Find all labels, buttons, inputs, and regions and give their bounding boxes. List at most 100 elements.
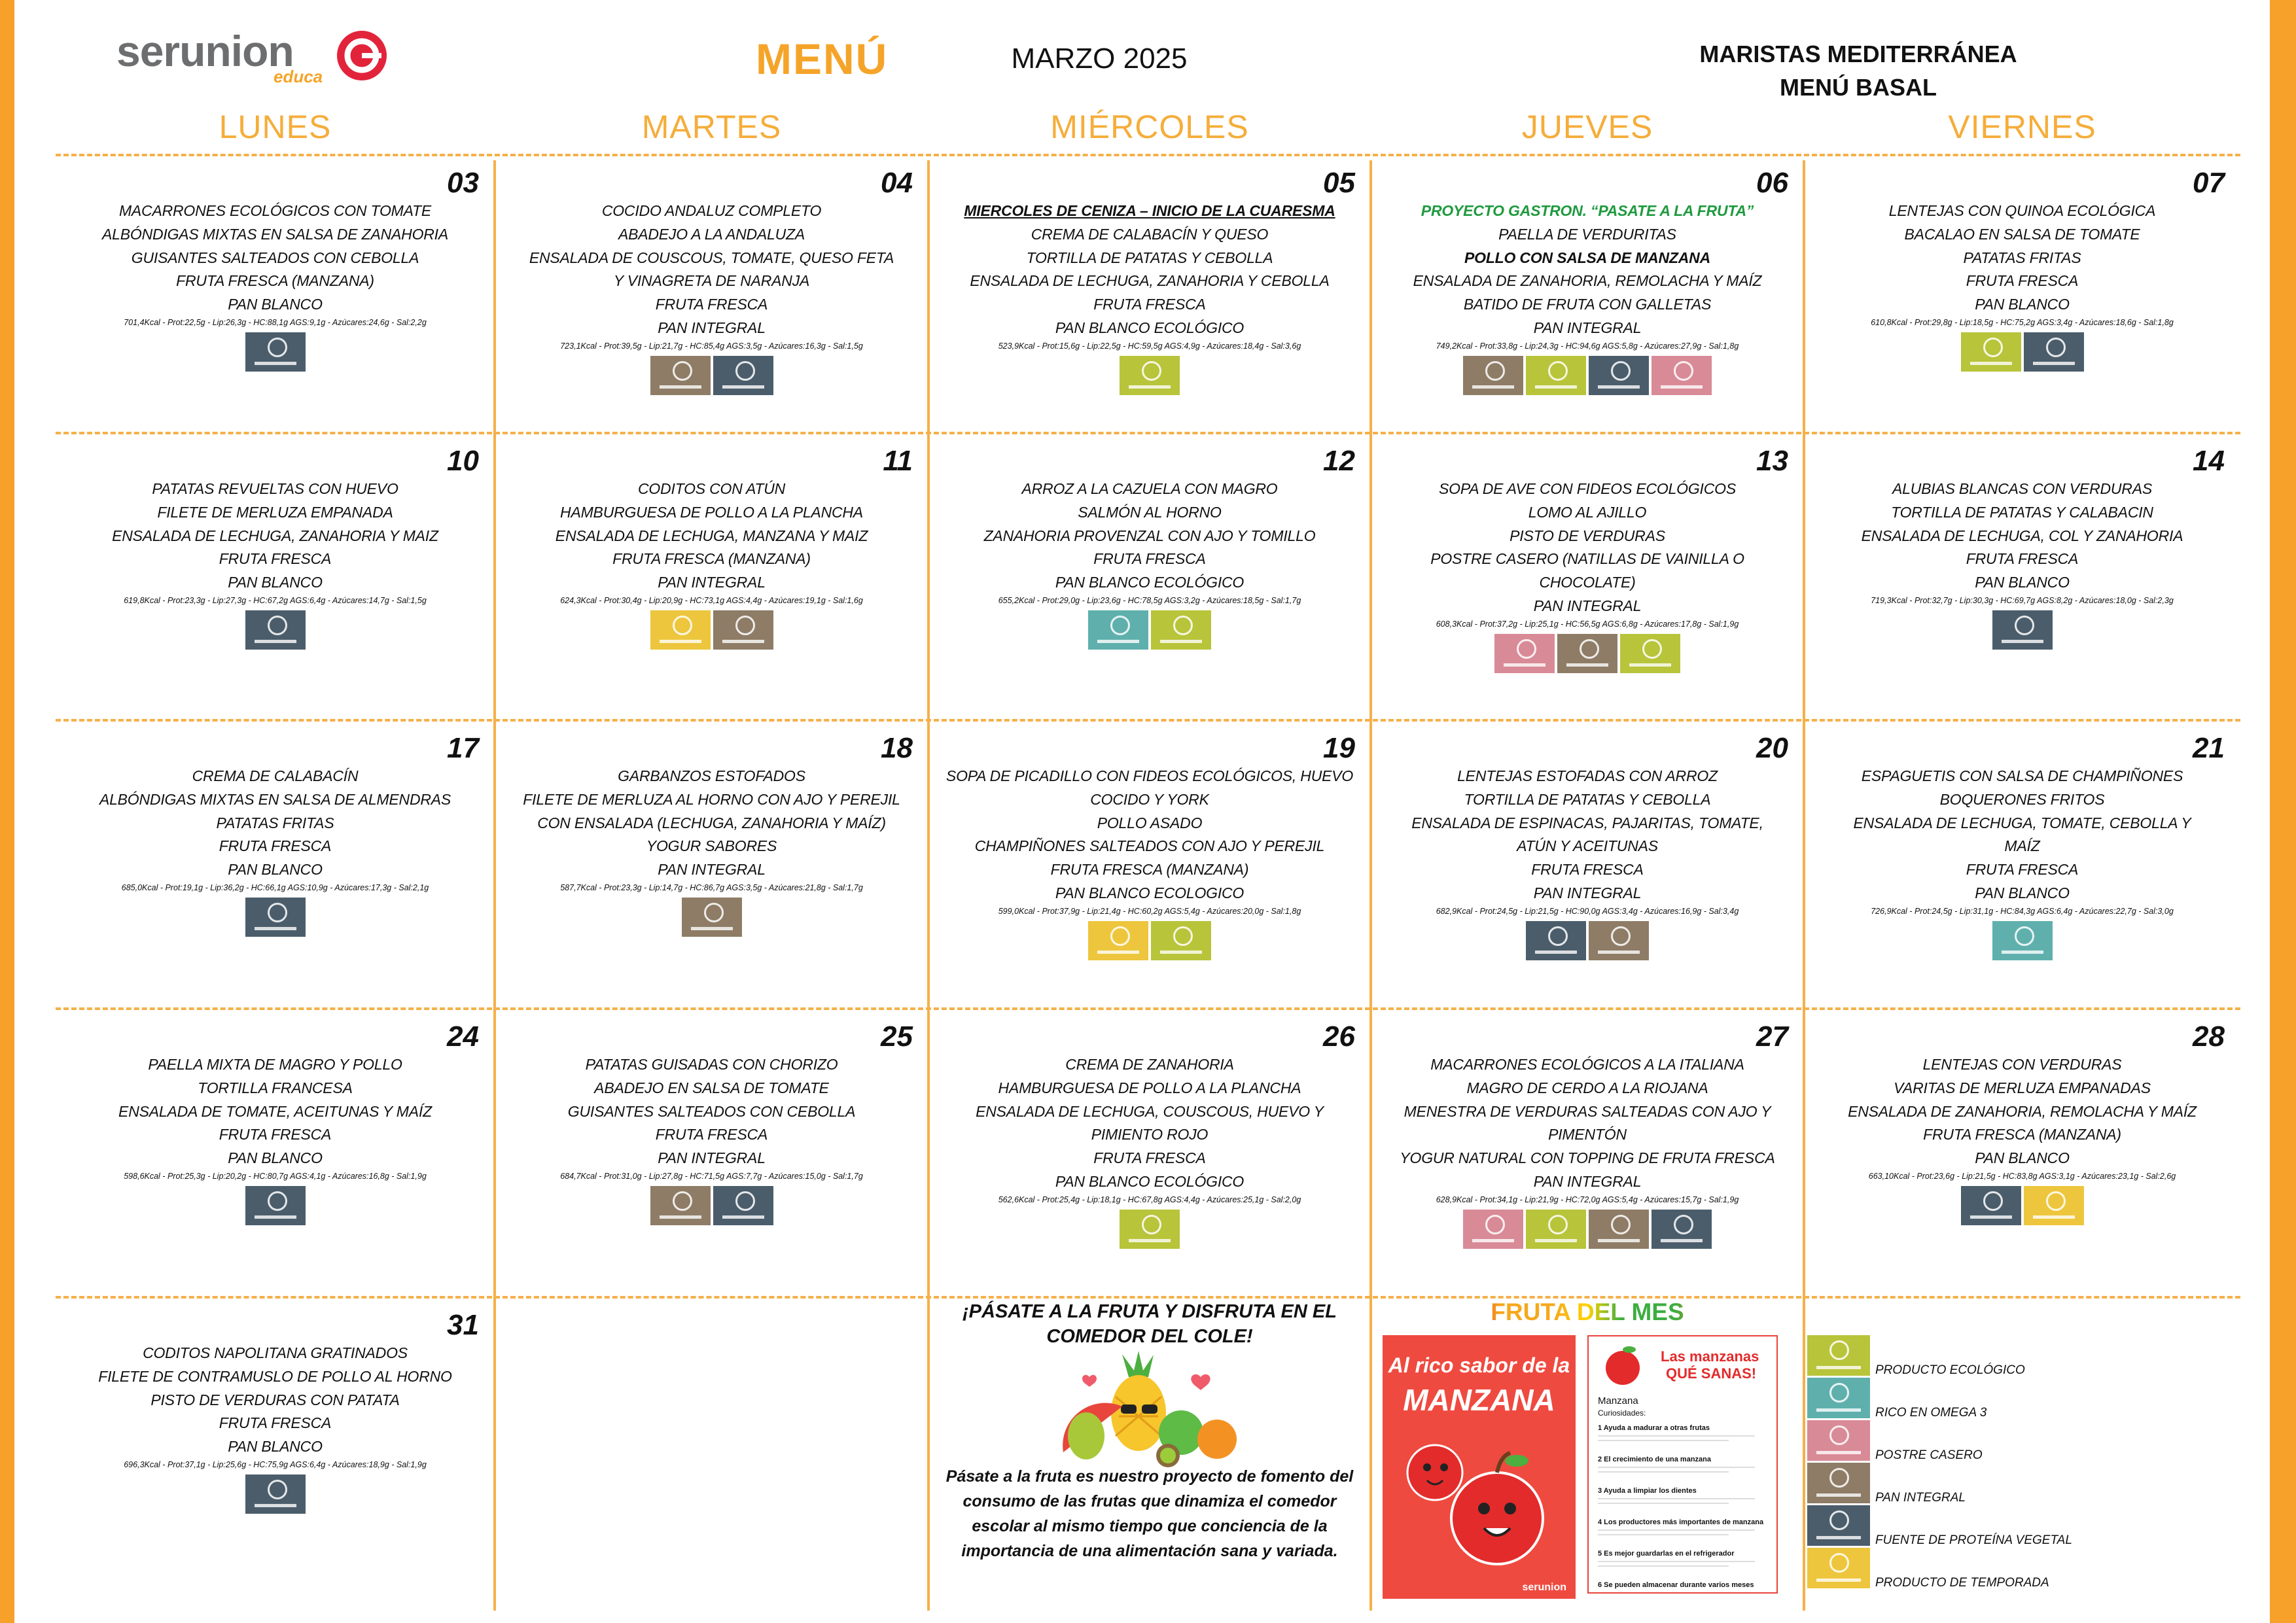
dish: FRUTA FRESCA [1966,550,2079,568]
fruit-sheet: Las manzanas QUÉ SANAS! Manzana Curiosid… [1587,1335,1778,1594]
day-cell: 21 ESPAGUETIS CON SALSA DE CHAMPIÑONES BOQ… [1804,719,2240,1007]
dish: FRUTA FRESCA (MANZANA) [612,550,811,568]
sheet-item: 3 Ayuda a limpiar los dientes [1598,1487,1697,1495]
diet-icon [1557,633,1617,673]
dish: PAN BLANCO ECOLÓGICO [1055,574,1245,591]
diet-icon [1960,332,2021,372]
day-number: 14 [2193,445,2225,477]
day-number: 03 [447,167,479,199]
day-number: 05 [1323,167,1355,199]
sheet-title: Las manzanas [1661,1348,1759,1365]
dish: ESPAGUETIS CON SALSA DE CHAMPIÑONES [1861,767,2183,784]
row-separator [56,1007,2240,1010]
sheet-filler [1598,1498,1755,1499]
sheet-filler [1598,1440,1729,1441]
fruit-month-title: FRUTA DEL MES [1371,1299,1804,1326]
row-separator [56,432,2240,434]
diet-icon [245,1185,306,1225]
dish: FILETE DE MERLUZA AL HORNO CON AJO Y PER… [523,790,900,808]
day-cell: 25 PATATAS GUISADAS CON CHORIZO ABADEJO EN… [495,1007,928,1296]
dish: FRUTA FRESCA (MANZANA) [1923,1126,2121,1143]
dish-list: SOPA DE PICADILLO CON FIDEOS ECOLÓGICOS,… [928,765,1371,960]
brand-sub: educa [274,67,323,86]
dish: BOQUERONES FRITOS [1939,790,2105,808]
dish: CHAMPIÑONES SALTEADOS CON AJO Y PEREJIL [974,837,1325,855]
dish: TORTILLA DE PATATAS Y CEBOLLA [1026,249,1273,266]
dish: ABADEJO A LA ANDALUZA [618,225,805,243]
dish: FRUTA FRESCA [219,550,332,568]
dish: ARROZ A LA CAZUELA CON MAGRO [1021,480,1278,497]
dish: CREMA DE ZANAHORIA [1065,1056,1234,1073]
dish: GUISANTES SALTEADOS CON CEBOLLA [131,249,419,266]
day-cell: 11 CODITOS CON ATÚN HAMBURGUESA DE POLLO A… [495,432,928,719]
poster-brand: serunion [1522,1582,1566,1593]
day-number: 10 [447,445,479,477]
dish: LENTEJAS CON QUINOA ECOLÓGICA [1888,202,2156,219]
dish: TORTILLA FRANCESA [198,1079,353,1096]
dish: FILETE DE MERLUZA EMPANADA [157,503,393,521]
nutrition: 723,1Kcal - Prot:39,5g - Lip:21,7g - HC:… [560,341,863,351]
dish: BACALAO EN SALSA DE TOMATE [1904,225,2140,243]
column-separator [1803,160,1805,1611]
dish: PIMENTÓN [1548,1126,1627,1143]
dish: PAN BLANCO [1975,296,2070,313]
dish: ENSALADA DE LECHUGA, TOMATE, CEBOLLA Y [1853,814,2191,831]
dish: PISTO DE VERDURAS CON PATATA [150,1391,400,1408]
dish: PAN INTEGRAL [1533,884,1642,901]
dish-list: CODITOS CON ATÚN HAMBURGUESA DE POLLO A L… [495,478,928,650]
dish: ENSALADA DE COUSCOUS, TOMATE, QUESO FETA [529,249,894,266]
dish: FRUTA FRESCA [219,1126,332,1143]
dish: LENTEJAS CON VERDURAS [1922,1056,2122,1073]
sheet-name: Manzana [1598,1395,1638,1406]
nutrition: 663,10Kcal - Prot:23,6g - Lip:21,5g - HC… [1868,1171,2176,1181]
diet-icon [1463,355,1523,395]
sheet-filler [1598,1471,1729,1473]
dish: PAELLA DE VERDURITAS [1498,225,1676,243]
dish: PAN INTEGRAL [1533,319,1642,336]
dish: ENSALADA DE LECHUGA, COUSCOUS, HUEVO Y [976,1102,1324,1120]
sheet-items: 1 Ayuda a madurar a otras frutas 2 El cre… [1598,1424,1769,1592]
sheet-item: 6 Se pueden almacenar durante varios mes… [1598,1581,1754,1589]
dish: CODITOS CON ATÚN [637,480,786,497]
row-separator [56,154,2240,156]
diet-icon [650,355,711,395]
dish: PAN BLANCO ECOLÓGICO [1055,319,1245,336]
icon-row [928,920,1371,960]
dish: COCIDO Y YORK [1090,790,1209,808]
legend-label: RICO EN OMEGA 3 [1875,1406,1987,1420]
dish: FRUTA FRESCA [219,1414,332,1432]
icon-row [1371,355,1804,395]
dish: ZANAHORIA PROVENZAL CON AJO Y TOMILLO [983,527,1316,544]
nutrition: 696,3Kcal - Prot:37,1g - Lip:25,6g - HC:… [124,1459,427,1469]
dish: PATATAS FRITAS [216,814,334,831]
diet-icon [245,897,306,937]
dish-list: PAELLA MIXTA DE MAGRO Y POLLO TORTILLA FR… [56,1053,495,1225]
diet-icon [1526,355,1586,395]
icon-row [56,897,495,937]
diet-icon [650,1185,711,1225]
sheet-filler [1598,1529,1755,1531]
diet-icon [1526,1209,1586,1249]
dish-list: MACARRONES ECOLÓGICOS CON TOMATE ALBÓNDIG… [56,200,495,372]
day-cell: 26 CREMA DE ZANAHORIA HAMBURGUESA DE POLLO… [928,1007,1371,1296]
day-number: 04 [881,167,913,199]
dish-list: SOPA DE AVE CON FIDEOS ECOLÓGICOS LOMO AL… [1371,478,1804,673]
dish: YOGUR NATURAL CON TOPPING DE FRUTA FRESC… [1400,1149,1775,1167]
dish: ENSALADA DE ZANAHORIA, REMOLACHA Y MAÍZ [1413,272,1762,290]
legend-label: POSTRE CASERO [1875,1448,1983,1462]
dish: TORTILLA DE PATATAS Y CEBOLLA [1464,790,1711,808]
dish: PAN INTEGRAL [658,1149,766,1167]
day-cell: 12 ARROZ A LA CAZUELA CON MAGRO SALMÓN AL … [928,432,1371,719]
diet-icon [1151,610,1211,650]
dish: PAN INTEGRAL [1533,1172,1642,1190]
dish: PAN BLANCO ECOLÓGICO [1055,1172,1245,1190]
nutrition: 701,4Kcal - Prot:22,5g - Lip:26,3g - HC:… [124,317,427,327]
diet-icon [1151,920,1211,960]
day-number: 31 [447,1309,479,1341]
legend-icon [1807,1505,1870,1546]
dish: FRUTA FRESCA [1966,861,2079,879]
day-cell: 13 SOPA DE AVE CON FIDEOS ECOLÓGICOS LOMO … [1371,432,1804,719]
day-cell: 31 CODITOS NAPOLITANA GRATINADOS FILETE DE… [56,1296,495,1611]
fruit-illustration [1063,1351,1237,1467]
icon-row [495,355,928,395]
